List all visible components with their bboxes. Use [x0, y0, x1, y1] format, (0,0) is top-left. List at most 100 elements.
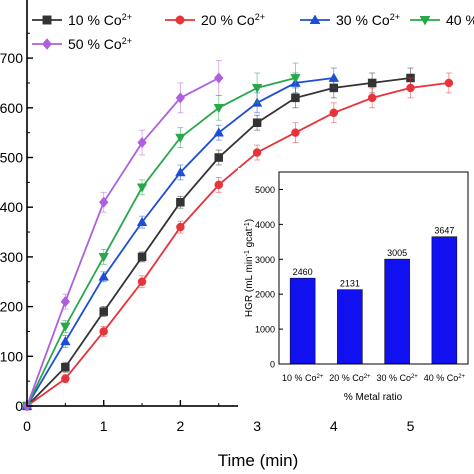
legend-label-superscript: 2+ — [255, 12, 265, 22]
inset-bar-2 — [337, 289, 363, 365]
series-1-point — [61, 362, 70, 372]
main-series-group — [21, 60, 454, 412]
series-3-point — [98, 271, 109, 281]
legend-label: 10 % Co2+ — [68, 12, 132, 28]
main-x-tick-label: 1 — [100, 418, 108, 434]
main-x-tick-label: 2 — [177, 418, 185, 434]
inset-x-tick-text: 20 % Co — [329, 373, 364, 383]
series-5-point — [175, 92, 186, 104]
inset-x-tick-label: 20 % Co2+ — [329, 373, 371, 383]
main-y-tick-label: 0 — [15, 398, 23, 414]
legend-entry-2: 20 % Co2+ — [165, 12, 265, 28]
inset-chart: 0 1000 2000 3000 4000 5000 2460 2131 3005 3647 1… — [238, 168, 474, 408]
series-3-point — [213, 127, 224, 137]
series-2-line — [26, 82, 450, 407]
main-y-ticks: 0 100 200 300 400 500 600 700 — [0, 32, 33, 414]
series-4-point — [213, 103, 224, 114]
series-4-point — [60, 322, 71, 332]
series-4 — [21, 62, 301, 412]
series-3-point — [328, 72, 340, 82]
inset-x-tick-superscript: 2+ — [316, 374, 323, 380]
series-1-point — [252, 118, 262, 127]
series-3-point — [60, 336, 71, 346]
series-1-point — [367, 78, 377, 88]
series-4-point — [175, 133, 186, 143]
series-2 — [22, 72, 454, 411]
legend-label-superscript: 2+ — [390, 12, 400, 22]
inset-bar-3 — [384, 258, 410, 365]
legend: 10 % Co2+20 % Co2+30 % Co2+40 % Co2+50 %… — [32, 12, 474, 52]
main-y-tick-label: 500 — [0, 150, 23, 166]
legend-label-text: 50 % Co — [68, 36, 122, 52]
series-2-point — [137, 277, 147, 286]
inset-bar-value-label: 3647 — [434, 226, 454, 236]
series-4-line — [26, 77, 296, 407]
series-3-point — [136, 216, 148, 226]
series-2-point — [61, 374, 70, 383]
main-y-tick-label: 400 — [0, 199, 23, 215]
inset-y-tick-label: 4000 — [255, 220, 275, 230]
main-x-tick-label: 5 — [407, 418, 415, 434]
inset-x-tick-text: 30 % Co — [376, 373, 411, 383]
series-1-point — [137, 252, 147, 262]
series-1-point — [214, 153, 223, 162]
legend-marker — [42, 38, 52, 50]
inset-y-tick-label: 3000 — [255, 255, 275, 265]
series-4-point — [98, 253, 109, 263]
series-5-line — [26, 77, 220, 407]
legend-entry-3: 30 % Co2+ — [300, 12, 400, 28]
main-y-tick-label: 600 — [0, 100, 23, 116]
legend-label: 50 % Co2+ — [68, 36, 132, 52]
legend-marker — [42, 15, 52, 25]
main-y-tick-label: 100 — [0, 348, 23, 364]
series-4-point — [136, 183, 148, 193]
legend-marker — [175, 15, 185, 25]
inset-x-tick-superscript: 2+ — [364, 374, 371, 380]
main-y-tick-label: 300 — [0, 249, 23, 265]
main-x-tick-label: 4 — [330, 418, 338, 434]
series-5-point — [98, 196, 109, 208]
inset-y-tick-label: 1000 — [255, 325, 275, 335]
inset-y-axis-label: HGR (mL min-1 gcat-1) — [244, 219, 256, 317]
series-5 — [22, 60, 224, 412]
series-2-point — [329, 108, 339, 118]
series-1-point — [291, 93, 300, 103]
inset-y-tick-label: 2000 — [255, 290, 275, 300]
inset-x-tick-text: 40 % Co — [424, 373, 459, 383]
inset-bar-value-label: 3005 — [387, 248, 407, 258]
series-2-point — [444, 78, 454, 88]
legend-entry-1: 10 % Co2+ — [32, 12, 132, 28]
series-5-point — [137, 137, 147, 149]
inset-x-axis-label: % Metal ratio — [344, 392, 403, 403]
inset-x-ticks: 10 % Co2+ 20 % Co2+ 30 % Co2+ 40 % Co2+ — [282, 373, 466, 383]
inset-bar-1 — [289, 277, 316, 365]
inset-x-tick-label: 40 % Co2+ — [424, 373, 466, 383]
series-5-point — [60, 296, 71, 308]
series-2-point — [214, 180, 223, 190]
inset-x-tick-superscript: 2+ — [411, 374, 418, 380]
legend-label-text: 40 % Co — [446, 12, 474, 28]
inset-y-tick-label: 5000 — [255, 185, 275, 195]
inset-y-ticks: 0 1000 2000 3000 4000 5000 — [255, 185, 283, 370]
inset-x-tick-superscript: 2+ — [458, 374, 465, 380]
series-2-point — [99, 327, 108, 336]
main-x-tick-label: 3 — [253, 418, 261, 434]
inset-bar-4 — [431, 236, 458, 365]
legend-entry-4: 40 % Co2+ — [410, 12, 474, 28]
series-2-point — [406, 83, 415, 93]
legend-label: 40 % Co2+ — [446, 12, 474, 28]
series-4-point — [251, 84, 263, 94]
inset-x-tick-label: 10 % Co2+ — [282, 373, 324, 383]
legend-marker — [419, 15, 431, 26]
inset-bar-value-label: 2460 — [293, 267, 313, 277]
legend-label-superscript: 2+ — [122, 36, 132, 46]
main-x-tick-label: 0 — [23, 418, 31, 434]
series-3-point — [175, 167, 186, 177]
series-2-point — [252, 148, 262, 157]
inset-plot-frame — [278, 171, 469, 365]
inset-bar-value-label: 2131 — [340, 279, 360, 289]
series-1-point — [99, 307, 108, 316]
legend-label-superscript: 2+ — [122, 12, 132, 22]
series-5-point — [214, 72, 224, 84]
